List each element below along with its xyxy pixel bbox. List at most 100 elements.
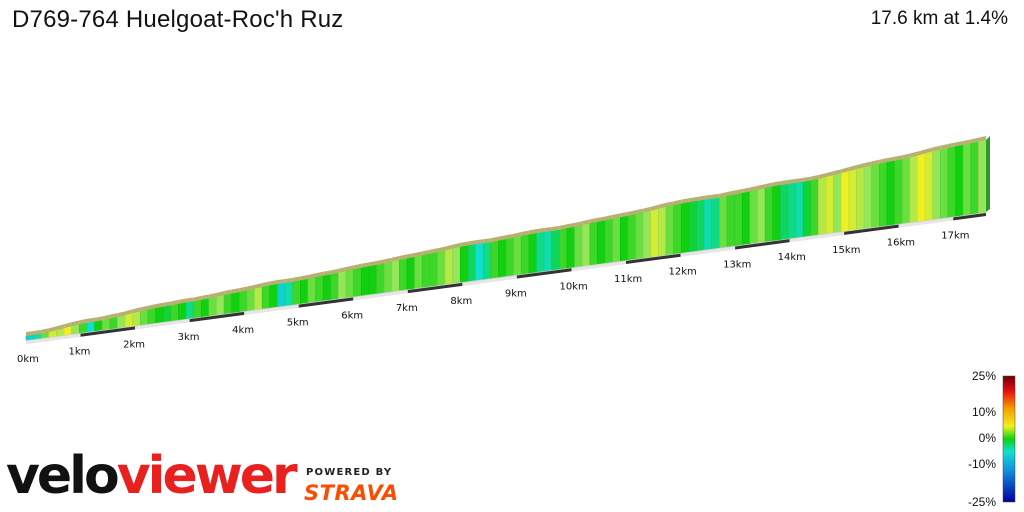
gradient-slice bbox=[734, 192, 743, 246]
top-surface-segment bbox=[71, 320, 80, 327]
legend-tick-label: -10% bbox=[968, 457, 996, 471]
top-surface-segment bbox=[841, 167, 849, 174]
gradient-slice bbox=[818, 176, 827, 235]
gradient-slice bbox=[239, 290, 248, 312]
top-surface-segment bbox=[315, 271, 324, 278]
top-surface-segment bbox=[323, 270, 331, 276]
top-surface-segment bbox=[856, 163, 865, 170]
gradient-slice bbox=[840, 170, 850, 232]
top-surface-segment bbox=[787, 178, 796, 184]
gradient-slice bbox=[139, 309, 149, 326]
km-stripe bbox=[26, 333, 81, 344]
top-surface-segment bbox=[147, 304, 156, 310]
top-surface-segment bbox=[734, 188, 743, 195]
top-surface-segment bbox=[696, 195, 705, 201]
top-surface-segment bbox=[666, 201, 674, 207]
top-surface-segment bbox=[437, 246, 446, 253]
top-surface-segment bbox=[559, 224, 567, 230]
top-surface-segment bbox=[33, 329, 42, 335]
gradient-slice bbox=[650, 208, 659, 258]
gradient-slice bbox=[330, 272, 339, 300]
top-surface-segment bbox=[726, 190, 735, 197]
top-surface-segment bbox=[475, 239, 484, 245]
gradient-slice bbox=[597, 220, 606, 265]
gradient-slice bbox=[185, 301, 194, 320]
top-surface-segment bbox=[452, 242, 461, 249]
gradient-slice bbox=[444, 248, 453, 285]
gradient-slice bbox=[612, 216, 621, 263]
top-surface-segment bbox=[490, 236, 499, 243]
top-surface-segment bbox=[925, 147, 933, 154]
top-surface-segment bbox=[513, 232, 522, 238]
gradient-slice bbox=[642, 210, 652, 259]
gradient-slice bbox=[673, 203, 682, 254]
gradient-slice bbox=[193, 299, 202, 318]
top-surface-segment bbox=[361, 262, 369, 268]
gradient-slice bbox=[360, 266, 370, 296]
top-surface-segment bbox=[208, 292, 217, 299]
gradient-slice bbox=[589, 221, 598, 266]
top-surface-segment bbox=[86, 317, 95, 323]
gradient-slice bbox=[200, 298, 210, 317]
gradient-slice bbox=[970, 141, 979, 215]
top-surface-segment bbox=[94, 316, 103, 322]
km-stripe bbox=[680, 246, 736, 257]
gradient-slice bbox=[391, 259, 400, 292]
top-surface-segment bbox=[681, 198, 689, 204]
top-surface-segment bbox=[384, 257, 392, 264]
top-surface-segment bbox=[330, 268, 339, 275]
top-surface-segment bbox=[864, 161, 872, 168]
top-surface-segment bbox=[132, 307, 141, 314]
legend-colorbar bbox=[1002, 375, 1016, 503]
gradient-slice bbox=[170, 303, 179, 322]
veloviewer-logo: veloviewer bbox=[6, 446, 298, 506]
gradient-slice bbox=[955, 144, 964, 217]
top-surface-segment bbox=[26, 330, 34, 336]
gradient-slice bbox=[939, 147, 949, 219]
km-tick-label: 14km bbox=[778, 252, 806, 263]
gradient-slice bbox=[779, 183, 789, 240]
gradient-slice bbox=[246, 288, 255, 311]
km-stripe bbox=[462, 275, 517, 286]
top-surface-segment bbox=[749, 185, 758, 192]
gradient-slice bbox=[498, 238, 507, 278]
km-stripe bbox=[898, 217, 954, 228]
top-surface-segment bbox=[772, 181, 781, 187]
top-surface-segment bbox=[353, 263, 362, 270]
top-surface-segment bbox=[886, 156, 895, 163]
gradient-slice bbox=[475, 242, 484, 281]
gradient-slice bbox=[490, 240, 499, 279]
gradient-slice bbox=[101, 318, 111, 331]
km-stripe bbox=[189, 311, 245, 323]
gradient-slice bbox=[513, 235, 522, 276]
top-surface-segment bbox=[48, 326, 57, 333]
top-surface-segment bbox=[833, 169, 842, 176]
gradient-slice bbox=[559, 227, 568, 270]
km-stripe bbox=[735, 239, 790, 250]
top-surface-segment bbox=[262, 281, 270, 287]
top-surface-segment bbox=[551, 225, 560, 232]
top-surface-segment bbox=[627, 210, 636, 216]
gradient-slice bbox=[924, 151, 933, 221]
gradient-slice bbox=[711, 197, 720, 249]
gradient-slice bbox=[658, 206, 667, 257]
top-surface-segment bbox=[216, 291, 225, 297]
gradient-slice bbox=[901, 157, 911, 224]
gradient-slice bbox=[879, 161, 888, 227]
legend-tick-label: 10% bbox=[972, 405, 996, 419]
top-surface-segment bbox=[620, 211, 628, 218]
gradient-slice bbox=[787, 182, 796, 239]
top-surface-segment bbox=[307, 273, 316, 279]
top-surface-segment bbox=[445, 244, 453, 251]
top-surface-segment bbox=[704, 194, 712, 200]
gradient-slice bbox=[871, 163, 880, 228]
gradient-slice bbox=[467, 243, 476, 282]
top-surface-segment bbox=[589, 217, 598, 224]
gradient-slice bbox=[825, 174, 834, 234]
gradient-slice bbox=[505, 237, 514, 277]
top-surface-segment bbox=[818, 173, 826, 180]
top-surface-segment bbox=[467, 240, 476, 246]
gradient-slice bbox=[292, 280, 301, 305]
km-tick-label: 10km bbox=[559, 281, 587, 292]
strava-logo: STRAVA bbox=[304, 481, 399, 505]
